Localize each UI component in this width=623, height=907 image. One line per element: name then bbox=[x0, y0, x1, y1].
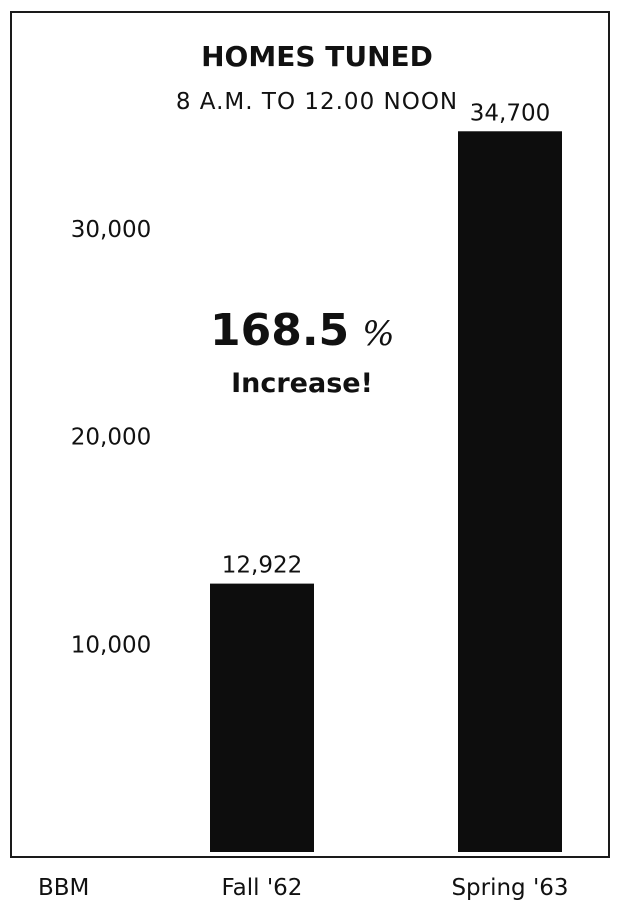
increase-percent-value: 168.5 bbox=[210, 305, 349, 356]
chart-title: HOMES TUNED bbox=[201, 40, 433, 73]
y-axis-ticks: 10,000 20,000 30,000 bbox=[71, 217, 151, 658]
chart-frame bbox=[10, 11, 610, 858]
value-labels: 12,922 34,700 bbox=[222, 100, 550, 578]
svg-text:168.5 %: 168.5 % bbox=[210, 305, 395, 356]
increase-label: Increase! bbox=[231, 368, 373, 399]
bars bbox=[210, 131, 562, 852]
y-tick-label: 30,000 bbox=[71, 217, 151, 243]
increase-annotation: 168.5 % Increase! bbox=[210, 305, 395, 399]
bar bbox=[458, 131, 562, 852]
category-label: Fall '62 bbox=[222, 875, 303, 901]
y-tick-label: 10,000 bbox=[71, 632, 151, 658]
source-label: BBM bbox=[38, 875, 89, 901]
chart-subtitle: 8 A.M. TO 12.00 NOON bbox=[176, 89, 458, 115]
bar-value-label: 34,700 bbox=[470, 100, 550, 126]
bar-value-label: 12,922 bbox=[222, 553, 302, 579]
category-label: Spring '63 bbox=[451, 875, 568, 901]
y-tick-label: 20,000 bbox=[71, 425, 151, 451]
category-labels: Fall '62 Spring '63 bbox=[222, 875, 569, 901]
bar bbox=[210, 583, 314, 852]
percent-symbol: % bbox=[362, 314, 394, 354]
